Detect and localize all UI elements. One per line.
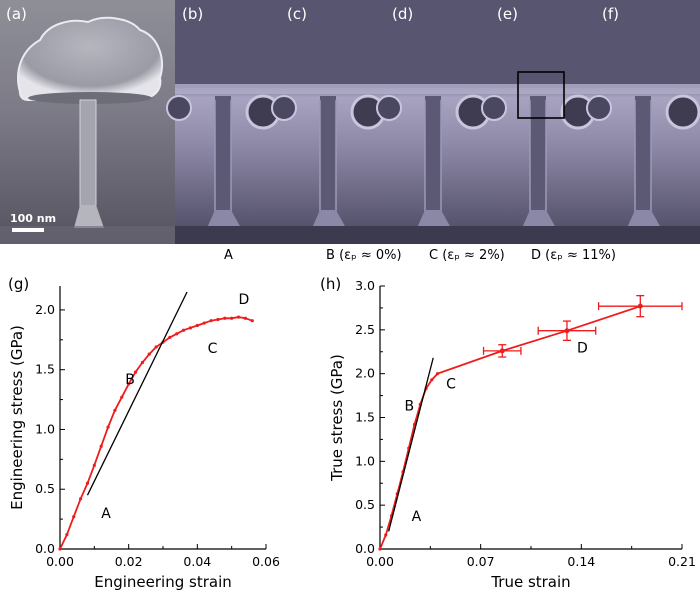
scale-bar-label: 100 nm xyxy=(10,212,56,225)
data-point xyxy=(243,316,247,320)
sem-frame-5: (f) xyxy=(586,0,700,244)
y-axis-title: True stress (GPa) xyxy=(328,354,346,482)
data-point xyxy=(127,382,131,386)
point-label-b: B xyxy=(404,398,414,414)
error-point xyxy=(537,320,597,342)
y-tick-label: 2.0 xyxy=(355,366,375,381)
data-point xyxy=(209,319,213,323)
data-point xyxy=(236,315,241,319)
sem-frame-4: (e) xyxy=(481,0,596,244)
error-point xyxy=(597,294,683,318)
data-point xyxy=(140,360,144,365)
x-tick-label: 0.00 xyxy=(46,554,74,569)
series-line xyxy=(379,305,641,550)
chart-g: (g) 0.00 0.02 0.04 0.06 0.0 0.5 1.0 1.5 2.0 Engine… xyxy=(8,275,280,591)
y-tick-label: 3.0 xyxy=(355,278,375,293)
x-tick-label: 0.07 xyxy=(467,554,495,569)
data-point xyxy=(430,378,434,382)
data-point xyxy=(65,533,69,537)
chart-h: (h) 0.00 0.07 0.14 0.21 0.0 0.5 1.0 1.5 2.0 2.5 3.0… xyxy=(320,275,696,591)
state-label-a: A xyxy=(224,248,233,263)
linear-fit-line xyxy=(387,357,434,532)
data-point xyxy=(113,408,117,412)
x-tick-label: 0.00 xyxy=(366,554,394,569)
data-point xyxy=(79,497,83,501)
data-point xyxy=(378,547,382,551)
point-label-a: A xyxy=(412,509,422,525)
point-label-b: B xyxy=(125,372,135,388)
data-point xyxy=(195,323,199,328)
sem-panel-a: (a) 100 nm xyxy=(0,0,175,244)
y-tick-label: 2.0 xyxy=(35,302,55,317)
point-label-d: D xyxy=(577,341,588,357)
x-tick-label: 0.21 xyxy=(668,554,696,569)
data-point xyxy=(147,352,151,356)
sem-frame-1: (b) xyxy=(166,0,281,244)
data-point xyxy=(58,547,62,551)
y-axis-title: Engineering stress (GPa) xyxy=(8,325,26,510)
y-tick-label: 0.0 xyxy=(355,541,375,556)
data-point xyxy=(216,317,220,322)
panel-label-a: (a) xyxy=(6,5,27,23)
state-label-b: B (εₚ ≈ 0%) xyxy=(326,248,402,263)
error-point xyxy=(482,344,522,358)
data-point xyxy=(120,395,124,399)
data-point xyxy=(168,335,172,340)
y-tick-label: 0.5 xyxy=(35,481,55,496)
data-point xyxy=(133,370,138,374)
linear-fit-line xyxy=(86,291,188,496)
panel-label-f: (f) xyxy=(602,5,619,23)
data-point xyxy=(230,316,234,320)
data-point xyxy=(435,372,440,376)
y-tick-label: 2.5 xyxy=(355,322,375,337)
panel-label-g: (g) xyxy=(8,275,29,293)
x-tick-label: 0.06 xyxy=(252,554,280,569)
panel-label-d: (d) xyxy=(392,5,413,23)
x-axis-title: True strain xyxy=(490,573,570,591)
data-point xyxy=(250,319,254,323)
data-point xyxy=(384,533,388,537)
scale-bar xyxy=(12,228,44,232)
sem-sequence: (b) (c) (d) (e) (f) xyxy=(166,0,700,244)
data-point xyxy=(106,425,110,429)
state-label-c: C (εₚ ≈ 2%) xyxy=(429,248,505,263)
data-point xyxy=(85,481,90,485)
x-tick-label: 0.02 xyxy=(115,554,143,569)
data-point xyxy=(99,444,103,448)
y-tick-label: 1.5 xyxy=(35,362,55,377)
state-label-d: D (εₚ ≈ 11%) xyxy=(531,248,616,263)
data-point xyxy=(72,515,76,519)
x-axis-title: Engineering strain xyxy=(94,573,232,591)
y-tick-label: 1.0 xyxy=(35,421,55,436)
point-label-a: A xyxy=(101,506,111,522)
series-line xyxy=(59,316,253,550)
state-labels: A B (εₚ ≈ 0%) C (εₚ ≈ 2%) D (εₚ ≈ 11%) xyxy=(224,248,616,263)
data-point xyxy=(154,345,158,349)
y-tick-label: 0.0 xyxy=(35,541,55,556)
y-tick-label: 1.5 xyxy=(355,410,375,425)
panel-label-e: (e) xyxy=(497,5,518,23)
data-point xyxy=(188,326,193,330)
point-label-c: C xyxy=(446,377,456,393)
data-point xyxy=(92,463,96,467)
y-tick-label: 1.0 xyxy=(355,453,375,468)
data-point xyxy=(223,316,227,320)
panel-label-c: (c) xyxy=(287,5,307,23)
data-point xyxy=(202,321,206,325)
point-label-d: D xyxy=(239,292,250,308)
data-point xyxy=(182,328,186,332)
y-tick-label: 0.5 xyxy=(355,497,375,512)
panel-label-h: (h) xyxy=(320,275,341,293)
highlight-box xyxy=(517,71,565,119)
sem-frame-2: (c) xyxy=(271,0,386,244)
x-tick-label: 0.04 xyxy=(183,554,211,569)
x-tick-label: 0.14 xyxy=(567,554,595,569)
data-point xyxy=(175,332,179,336)
sem-frame-3: (d) xyxy=(376,0,491,244)
point-label-c: C xyxy=(208,341,218,357)
panel-label-b: (b) xyxy=(182,5,203,23)
